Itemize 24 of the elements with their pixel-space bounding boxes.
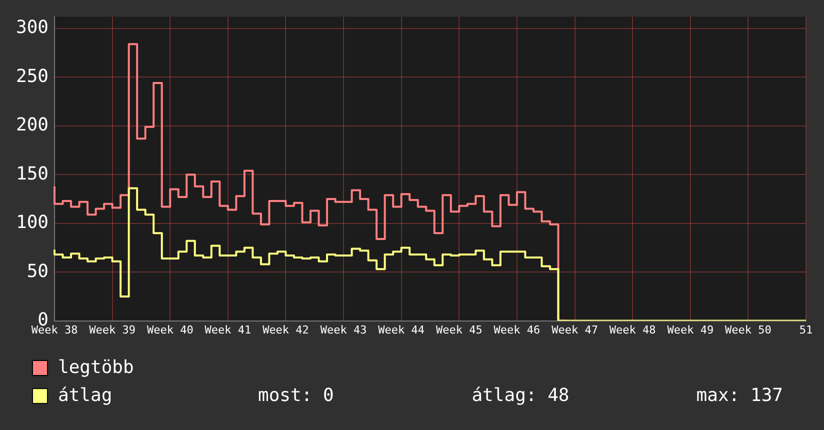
legend-label: legtöbb [58,356,135,380]
text: most: 0 [258,384,335,408]
x-tick-label: Week 46 [494,323,540,336]
x-tick-label: Week 49 [667,323,714,336]
text: átlag: 48 [470,384,570,408]
x-tick-label: Week 39 [89,323,136,336]
y-tick-label: 150 [16,163,49,184]
x-tick-label: Week 48 [609,323,656,336]
x-tick-label: Week 44 [378,323,425,336]
x-tick-label: Week 40 [146,323,194,336]
y-tick-label: 300 [16,17,49,38]
legend-label: átlag [58,384,114,408]
x-tick-label: Week 50 [725,323,772,336]
x-tick-label: Week 45 [436,323,482,336]
y-tick-label: 200 [16,114,49,136]
x-tick-label: Week 43 [320,323,367,336]
x-tick-label: Week 42 [262,323,309,336]
text: max: 137 [695,384,783,408]
x-tick-label: 51 [799,323,813,336]
x-tick-label: Week 41 [204,323,252,336]
y-tick-label: 50 [26,260,49,282]
y-tick-label: 100 [16,212,49,234]
y-tick-label: 250 [16,66,49,87]
x-tick-label: Week 47 [552,323,598,336]
